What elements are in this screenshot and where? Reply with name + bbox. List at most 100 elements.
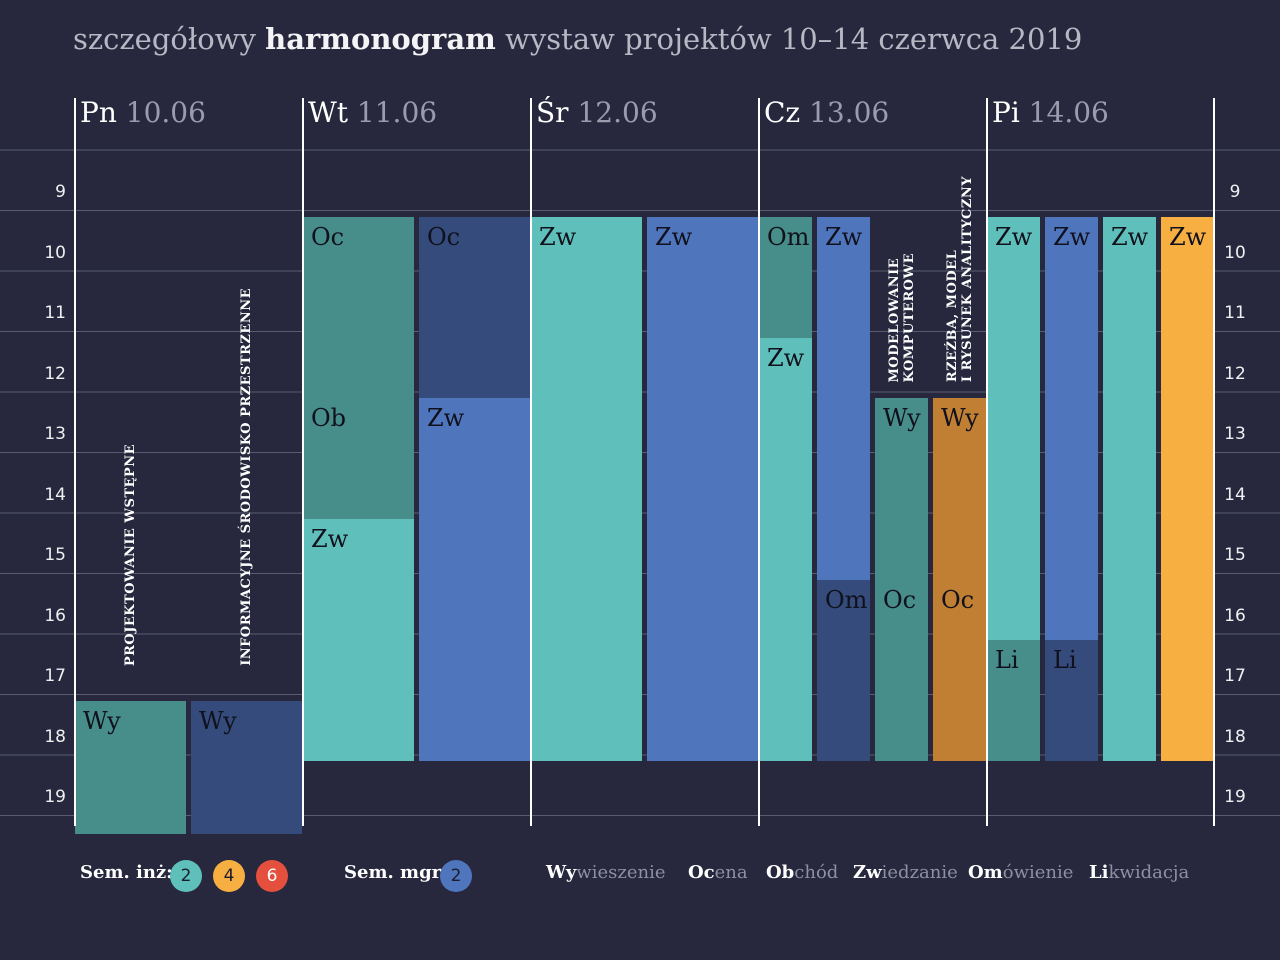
event-block: Zw	[419, 398, 530, 762]
day-header: Pi 14.06	[992, 96, 1109, 129]
event-label: Zw	[427, 404, 465, 433]
day-header: Śr 12.06	[536, 96, 658, 129]
event-label: Om	[825, 585, 868, 614]
hour-label-left: 10	[44, 242, 66, 263]
abbreviation-code: Li	[1089, 862, 1109, 883]
day-date: 10.06	[116, 96, 206, 129]
event-label: Wy	[941, 404, 979, 433]
event-block: Wy	[75, 700, 186, 834]
abbreviation-rest: ena	[714, 862, 748, 883]
day-header: Pn 10.06	[80, 96, 206, 129]
event-block: Zw	[1045, 216, 1098, 641]
event-label: Zw	[995, 222, 1033, 251]
event-label: Wy	[199, 706, 237, 735]
hour-label-left: 19	[44, 787, 66, 808]
event-block: Zw	[817, 216, 870, 580]
hour-label-right: 10	[1224, 242, 1246, 263]
event-label: Zw	[311, 525, 349, 554]
hour-label-left: 13	[44, 424, 66, 445]
event-label: Zw	[1111, 222, 1149, 251]
hour-label-left: 17	[44, 666, 66, 687]
event-label: Oc	[883, 585, 917, 614]
event-block: Zw	[1161, 216, 1214, 762]
event-block: Zw	[303, 519, 414, 762]
abbreviation-rest: chód	[794, 862, 839, 883]
hour-label-right: 16	[1224, 605, 1246, 626]
event-label: Ob	[311, 404, 347, 433]
event-block: Zw	[647, 216, 758, 762]
event-label: Wy	[883, 404, 921, 433]
legend-semester-inz-label: Sem. inż:	[80, 862, 173, 883]
abbreviation-entry: Omówienie	[968, 862, 1073, 883]
abbreviation-code: Oc	[688, 862, 715, 883]
hour-label-right: 11	[1224, 303, 1246, 324]
hour-label-left: 15	[44, 545, 66, 566]
semester-badge: 6	[256, 860, 288, 892]
hour-label-left: 12	[44, 363, 66, 384]
day-date: 12.06	[568, 96, 658, 129]
hour-label-right: 12	[1224, 363, 1246, 384]
hour-label-right: 17	[1224, 666, 1246, 687]
event-label: Oc	[311, 222, 345, 251]
event-block: Ob	[303, 398, 414, 520]
abbreviation-entry: Zwiedzanie	[853, 862, 958, 883]
semester-badge: 2	[440, 860, 472, 892]
abbreviation-rest: kwidacja	[1108, 862, 1190, 883]
event-label: Zw	[767, 343, 805, 372]
day-name: Pn	[80, 96, 117, 129]
abbreviation-code: Ob	[766, 862, 795, 883]
event-block: Om	[817, 579, 870, 762]
semester-badge: 2	[170, 860, 202, 892]
hour-label-right: 18	[1224, 726, 1246, 747]
event-block: Li	[1045, 640, 1098, 762]
event-block: Oc	[419, 216, 530, 399]
event-block: Oc	[303, 216, 414, 399]
hour-label-right: 9	[1229, 182, 1241, 203]
event-label: Zw	[655, 222, 693, 251]
event-label: Oc	[941, 585, 975, 614]
hour-label-right: 14	[1224, 484, 1246, 505]
legend-semester-mgr-label: Sem. mgr:	[344, 862, 448, 883]
event-block: Oc	[933, 579, 986, 762]
hour-label-left: 9	[55, 182, 66, 203]
abbreviation-entry: Wywieszenie	[546, 862, 665, 883]
abbreviation-code: Zw	[853, 862, 882, 883]
event-label: Zw	[1053, 222, 1091, 251]
hour-label-left: 11	[44, 303, 66, 324]
abbreviation-rest: ówienie	[1002, 862, 1074, 883]
day-header: Wt 11.06	[308, 96, 437, 129]
day-name: Śr	[536, 96, 569, 129]
hour-label-left: 18	[44, 726, 66, 747]
abbreviation-code: Wy	[546, 862, 577, 883]
day-date: 11.06	[348, 96, 438, 129]
event-block: Zw	[1103, 216, 1156, 762]
event-block: Li	[987, 640, 1040, 762]
event-label: Li	[995, 646, 1019, 675]
hour-label-left: 16	[44, 605, 66, 626]
abbreviation-code: Om	[968, 862, 1003, 883]
day-date: 13.06	[800, 96, 890, 129]
day-header: Cz 13.06	[764, 96, 889, 129]
event-block: Zw	[759, 337, 812, 762]
event-block: Zw	[987, 216, 1040, 641]
event-block: Oc	[875, 579, 928, 762]
event-label: Zw	[1169, 222, 1207, 251]
event-block: Zw	[531, 216, 642, 762]
event-label: Om	[767, 222, 810, 251]
event-label: Wy	[83, 706, 121, 735]
day-date: 14.06	[1019, 96, 1109, 129]
abbreviation-entry: Obchód	[766, 862, 838, 883]
event-label: Li	[1053, 646, 1077, 675]
event-block: Om	[759, 216, 812, 338]
event-label: Zw	[825, 222, 863, 251]
hour-label-right: 15	[1224, 545, 1246, 566]
abbreviation-entry: Likwidacja	[1089, 862, 1189, 883]
event-label: Oc	[427, 222, 461, 251]
hour-label-left: 14	[44, 484, 66, 505]
event-block: Wy	[191, 700, 302, 834]
day-name: Cz	[764, 96, 801, 129]
day-name: Pi	[992, 96, 1020, 129]
event-label: Zw	[539, 222, 577, 251]
abbreviation-rest: wieszenie	[576, 862, 666, 883]
